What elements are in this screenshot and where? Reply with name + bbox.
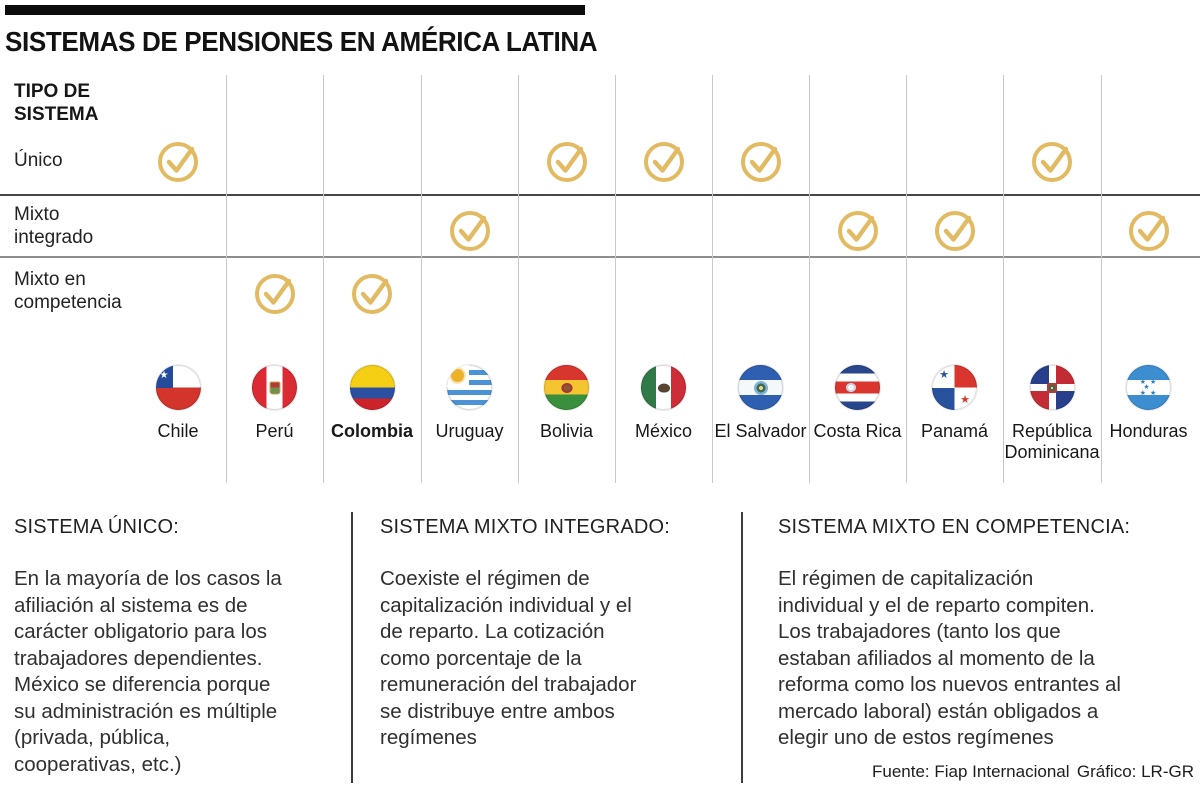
- axis-label: TIPO DE SISTEMA: [14, 81, 99, 125]
- row-divider: [0, 256, 1200, 258]
- check-circle-icon: [837, 211, 878, 251]
- check-circle-icon: [934, 211, 975, 251]
- flag-uruguay-icon: [447, 365, 492, 410]
- country-column-el-salvador: El Salvador: [709, 365, 813, 442]
- column-divider: [615, 75, 616, 483]
- country-column-panama: Panamá: [903, 365, 1007, 442]
- country-column-peru: Perú: [223, 365, 327, 442]
- country-label-costa-rica: Costa Rica: [813, 421, 902, 441]
- country-label-honduras: Honduras: [1109, 421, 1188, 441]
- row-divider: [0, 194, 1200, 196]
- section-sistema-mixto-en-competencia: SISTEMA MIXTO EN COMPETENCIA: El régimen…: [778, 516, 1198, 752]
- flag-panama-icon: [932, 365, 977, 410]
- country-label-el-salvador: El Salvador: [714, 421, 807, 441]
- source-credit: Fuente: Fiap Internacional: [872, 762, 1070, 781]
- column-divider: [226, 75, 227, 483]
- column-divider: [421, 75, 422, 483]
- section-body: En la mayoría de los casos la afiliación…: [14, 567, 282, 776]
- country-column-uruguay: Uruguay: [418, 365, 522, 442]
- country-column-republica-dominicana: República Dominicana: [1000, 365, 1104, 463]
- check-circle-icon: [1032, 142, 1072, 182]
- flag-costa-rica-icon: [835, 365, 880, 410]
- country-column-mexico: México: [612, 365, 716, 442]
- country-column-costa-rica: Costa Rica: [806, 365, 910, 442]
- country-column-colombia: Colombia: [320, 365, 424, 442]
- section-body: El régimen de capitalización individual …: [778, 567, 1121, 749]
- country-column-bolivia: Bolivia: [515, 365, 619, 442]
- row-label-unico: Único: [14, 150, 63, 171]
- column-divider: [712, 75, 713, 483]
- flag-honduras-icon: [1126, 365, 1171, 410]
- country-column-honduras: Honduras: [1097, 365, 1200, 442]
- country-label-peru: Perú: [255, 421, 294, 441]
- graphic-credit: Gráfico: LR-GR: [1076, 762, 1194, 781]
- column-divider: [323, 75, 324, 483]
- column-divider: [906, 75, 907, 483]
- section-sistema-mixto-integrado: SISTEMA MIXTO INTEGRADO: Coexiste el rég…: [380, 516, 732, 752]
- check-circle-icon: [546, 142, 587, 182]
- column-divider: [809, 75, 810, 483]
- flag-chile-icon: [155, 365, 201, 410]
- check-circle-icon: [352, 274, 392, 314]
- column-divider: [518, 75, 519, 483]
- check-circle-icon: [254, 274, 295, 314]
- country-label-bolivia: Bolivia: [539, 421, 594, 441]
- flag-mexico-icon: [641, 365, 686, 410]
- country-label-uruguay: Uruguay: [435, 421, 504, 441]
- country-label-colombia: Colombia: [330, 421, 413, 441]
- section-divider: [351, 512, 353, 783]
- systems-table: TIPO DE SISTEMA Único Mixto integrado Mi…: [0, 0, 1200, 490]
- country-label-chile: Chile: [157, 421, 199, 441]
- section-heading: SISTEMA MIXTO EN COMPETENCIA:: [778, 516, 1131, 538]
- section-heading: SISTEMA MIXTO INTEGRADO:: [380, 516, 671, 538]
- check-circle-icon: [449, 211, 490, 251]
- page-title: SISTEMAS DE PENSIONES EN AMÉRICA LATINA: [5, 26, 598, 57]
- flag-bolivia-icon: [544, 365, 589, 410]
- flag-republica-dominicana-icon: [1029, 365, 1075, 410]
- flag-colombia-icon: [349, 365, 395, 410]
- flag-el-salvador-icon: [738, 365, 783, 410]
- check-circle-icon: [158, 142, 198, 182]
- flag-peru-icon: [252, 365, 297, 410]
- country-label-mexico: México: [634, 421, 692, 441]
- section-divider: [741, 512, 743, 783]
- country-column-chile: Chile: [126, 365, 230, 442]
- check-circle-icon: [740, 142, 781, 182]
- country-label-panama: Panamá: [920, 421, 989, 441]
- check-circle-icon: [643, 142, 684, 182]
- row-label-mixto-integrado: Mixto integrado: [14, 204, 94, 248]
- title-rule: [5, 5, 585, 15]
- section-heading: SISTEMA ÚNICO:: [14, 516, 180, 538]
- section-sistema-unico: SISTEMA ÚNICO: En la mayoría de los caso…: [14, 516, 342, 778]
- column-divider: [1101, 75, 1102, 483]
- country-label-republica-dominicana: República Dominicana: [1004, 421, 1100, 462]
- section-body: Coexiste el régimen de capitalización in…: [380, 567, 637, 749]
- row-label-mixto-en-competencia: Mixto en competencia: [14, 269, 122, 313]
- check-circle-icon: [1128, 211, 1169, 251]
- column-divider: [1003, 75, 1004, 483]
